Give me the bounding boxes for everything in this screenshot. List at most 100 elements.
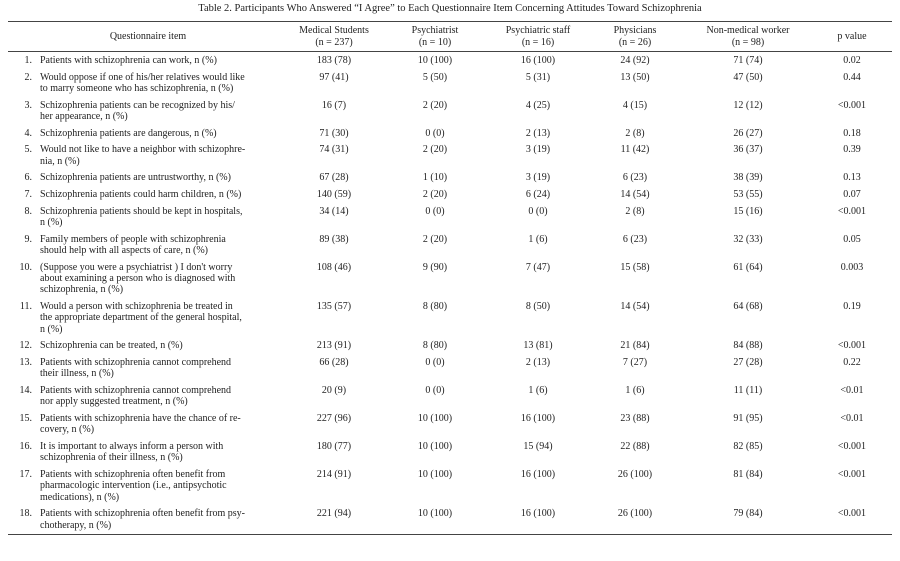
cell-value: 0.44 <box>843 71 861 83</box>
cell-value: 16 (7) <box>321 99 347 111</box>
cell-value: 10 (100) <box>417 441 453 453</box>
cell-value: 71 (30) <box>319 127 349 139</box>
cell-value: 61 (64) <box>733 261 763 273</box>
item-number: 8. <box>24 205 33 217</box>
cell-value: <0.001 <box>837 205 867 217</box>
item-line: Patients with schizophrenia cannot compr… <box>40 385 232 397</box>
cell-value: 89 (38) <box>319 233 349 245</box>
cell-value: 10 (100) <box>417 54 453 66</box>
item-line: Patients with schizophrenia can work, n … <box>40 54 217 66</box>
item-number: 14. <box>19 385 33 397</box>
item-text: Schizophrenia patients are untrustworthy… <box>38 170 288 187</box>
item-number: 2. <box>24 71 33 83</box>
cell-value: 36 (37) <box>733 144 763 156</box>
cell-value: 180 (77) <box>316 441 352 453</box>
cell-value: 2 (8) <box>625 127 645 139</box>
cell-value: 97 (41) <box>319 71 349 83</box>
cell-value: 22 (88) <box>620 441 650 453</box>
item-line: n (%) <box>40 323 63 335</box>
cell-value: 20 (9) <box>321 385 347 397</box>
cell-value: 0 (0) <box>425 127 445 139</box>
cell-value: 6 (23) <box>622 172 648 184</box>
item-text: Patients with schizophrenia often benefi… <box>38 466 288 505</box>
cell-value: <0.001 <box>837 469 867 481</box>
cell-value: 79 (84) <box>733 508 763 520</box>
item-line: nor apply suggested treatment, n (%) <box>40 396 188 408</box>
item-text: Schizophrenia patients can be recognized… <box>38 97 288 125</box>
column-header: Questionnaire item <box>8 22 288 52</box>
table-row: 9. Family members of people with schizoph… <box>8 231 892 259</box>
item-text: Family members of people with schizophre… <box>38 231 288 259</box>
cell-value: 26 (100) <box>617 469 653 481</box>
cell-value: 23 (88) <box>620 413 650 425</box>
item-line: Patients with schizophrenia cannot compr… <box>40 357 232 369</box>
cell-value: 0.05 <box>843 233 861 245</box>
data-table: Questionnaire item Medical Students (n = 2… <box>8 21 892 535</box>
cell-value: 11 (42) <box>620 144 650 156</box>
item-text: Patients with schizophrenia cannot compr… <box>38 354 288 382</box>
cell-value: 3 (19) <box>525 144 551 156</box>
item-text: (Suppose you were a psychiatrist ) I don… <box>38 259 288 298</box>
item-line: Patients with schizophrenia have the cha… <box>40 413 241 425</box>
cell-value: 12 (12) <box>733 99 763 111</box>
table-row: 12. Schizophrenia can be treated, n (%) 21… <box>8 338 892 355</box>
item-line: about examining a person who is diagnose… <box>40 273 236 285</box>
table-row: 11. Would a person with schizophrenia be … <box>8 298 892 337</box>
cell-value: <0.001 <box>837 508 867 520</box>
cell-value: 0 (0) <box>425 205 445 217</box>
table-row: 5. Would not like to have a neighbor with… <box>8 142 892 170</box>
item-line: the appropriate department of the genera… <box>40 312 242 324</box>
cell-value: 26 (27) <box>733 127 763 139</box>
table-header: Questionnaire item Medical Students (n = 2… <box>8 21 892 52</box>
header-line: (n = 237) <box>315 36 353 48</box>
cell-value: 21 (84) <box>620 340 650 352</box>
item-line: chotherapy, n (%) <box>40 519 112 531</box>
cell-value: 16 (100) <box>520 54 556 66</box>
cell-value: 1 (6) <box>625 385 645 397</box>
table-row: 6. Schizophrenia patients are untrustwort… <box>8 170 892 187</box>
cell-value: 10 (100) <box>417 469 453 481</box>
item-number: 6. <box>24 172 33 184</box>
cell-value: 0.02 <box>843 54 861 66</box>
item-text: Patients with schizophrenia cannot compr… <box>38 382 288 410</box>
cell-value: <0.01 <box>840 385 864 397</box>
cell-value: 14 (54) <box>620 189 650 201</box>
cell-value: 34 (14) <box>319 205 349 217</box>
cell-value: 2 (20) <box>422 189 448 201</box>
cell-value: 6 (23) <box>622 233 648 245</box>
item-number: 18. <box>19 508 33 520</box>
item-text: Schizophrenia patients could harm childr… <box>38 186 288 203</box>
cell-value: 8 (80) <box>422 301 448 313</box>
cell-value: 7 (27) <box>622 357 648 369</box>
cell-value: 26 (100) <box>617 508 653 520</box>
column-header: Medical Students (n = 237) <box>288 22 380 52</box>
item-number: 10. <box>19 261 33 273</box>
cell-value: 11 (11) <box>733 385 763 397</box>
item-number: 7. <box>24 189 33 201</box>
cell-value: 0 (0) <box>528 205 548 217</box>
cell-value: 1 (6) <box>528 385 548 397</box>
cell-value: 0.003 <box>840 261 864 273</box>
cell-value: 64 (68) <box>733 301 763 313</box>
item-line: It is important to always inform a perso… <box>40 441 224 453</box>
cell-value: 66 (28) <box>319 357 349 369</box>
cell-value: 8 (50) <box>525 301 551 313</box>
cell-value: 3 (19) <box>525 172 551 184</box>
item-text: Would a person with schizophrenia be tre… <box>38 298 288 337</box>
item-line: medications), n (%) <box>40 491 120 503</box>
cell-value: 15 (58) <box>620 261 650 273</box>
cell-value: 82 (85) <box>733 441 763 453</box>
item-line: should help with all aspects of care, n … <box>40 245 209 257</box>
cell-value: 8 (80) <box>422 340 448 352</box>
cell-value: 5 (50) <box>422 71 448 83</box>
item-text: Would oppose if one of his/her relatives… <box>38 69 288 97</box>
column-header: Psychiatric staff (n = 16) <box>490 22 586 52</box>
cell-value: 183 (78) <box>316 54 352 66</box>
table-row: 3. Schizophrenia patients can be recogniz… <box>8 97 892 125</box>
cell-value: 0.22 <box>843 357 861 369</box>
item-line: Schizophrenia patients should be kept in… <box>40 205 243 217</box>
item-line: pharmacologic intervention (i.e., antips… <box>40 480 227 492</box>
item-line: Family members of people with schizophre… <box>40 233 226 245</box>
header-line: (n = 16) <box>521 36 555 48</box>
item-line: nia, n (%) <box>40 155 80 167</box>
